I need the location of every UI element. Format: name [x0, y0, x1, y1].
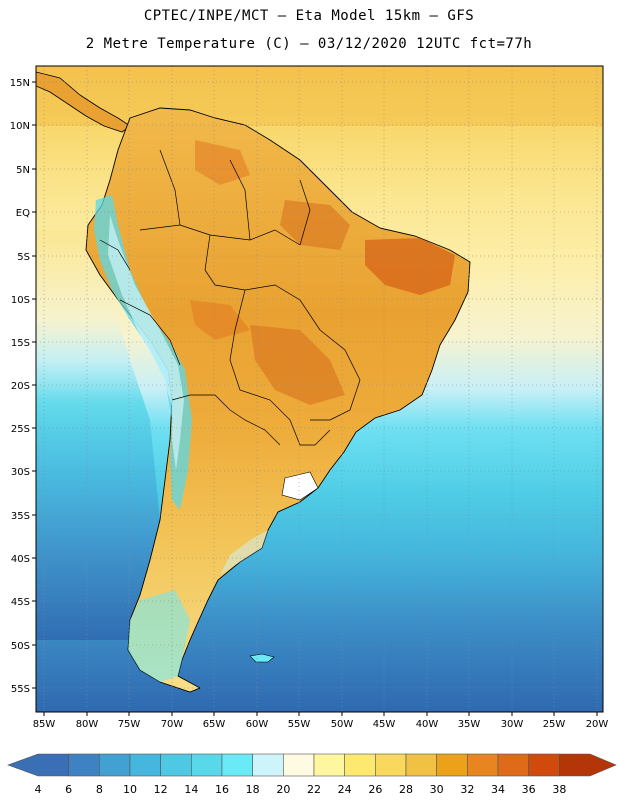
- colorbar-label: 12: [154, 783, 168, 796]
- colorbar-label: 8: [96, 783, 103, 796]
- lat-label-eq: EQ: [16, 208, 30, 219]
- colorbar-label: 22: [307, 783, 321, 796]
- lat-label-10n: 10N: [10, 121, 30, 132]
- colorbar-label: 14: [184, 783, 198, 796]
- temperature-map: 15N 10N 5N EQ 5S 10S 15S 20S 25S 30S 35S…: [10, 65, 609, 730]
- lon-label-20w: 20W: [586, 719, 609, 730]
- colorbar-label: 26: [368, 783, 382, 796]
- caribbean-field: [36, 66, 603, 126]
- lat-label-5n: 5N: [16, 165, 30, 176]
- lon-label-80w: 80W: [76, 719, 99, 730]
- lat-label-45s: 45S: [11, 597, 30, 608]
- lagoon: [281, 471, 319, 501]
- colorbar-arrow-high: [559, 753, 617, 777]
- hot-region-amazon: [280, 200, 350, 250]
- map-subtitle: 2 Metre Temperature (C) – 03/12/2020 12U…: [85, 36, 533, 52]
- lat-label-15s: 15S: [11, 338, 30, 349]
- colorbar-label: 34: [491, 783, 505, 796]
- lon-label-55w: 55W: [288, 719, 311, 730]
- lon-label-30w: 30W: [501, 719, 524, 730]
- lat-label-40s: 40S: [11, 554, 30, 565]
- lat-label-5s: 5S: [17, 252, 30, 263]
- colorbar-swatches: [7, 753, 617, 777]
- colorbar-arrow-low: [7, 753, 69, 777]
- colorbar-swatch: [405, 753, 437, 777]
- pacific-ocean-field: [36, 230, 160, 640]
- colorbar-label: 20: [276, 783, 290, 796]
- colorbar-swatch: [221, 753, 253, 777]
- colorbar-label: 32: [460, 783, 474, 796]
- lat-label-30s: 30S: [11, 467, 30, 478]
- colorbar-swatch: [344, 753, 376, 777]
- colorbar-labels: 4 6 8 10 12 14 16 18 20 22 24 26 28 30 32 34 36 38: [35, 783, 567, 796]
- colorbar-swatch: [68, 753, 100, 777]
- colorbar-swatch: [191, 753, 223, 777]
- map-title: CPTEC/INPE/MCT – Eta Model 15km – GFS: [143, 8, 475, 24]
- colorbar-swatch: [497, 753, 529, 777]
- map-frame: [35, 65, 604, 713]
- colorbar-swatch: [436, 753, 468, 777]
- colorbar-label: 30: [430, 783, 444, 796]
- colorbar-swatch: [375, 753, 407, 777]
- colorbar-label: 24: [338, 783, 352, 796]
- lon-label-40w: 40W: [416, 719, 439, 730]
- lon-label-75w: 75W: [118, 719, 141, 730]
- colorbar-label: 36: [522, 783, 536, 796]
- lon-label-35w: 35W: [458, 719, 481, 730]
- colorbar-swatch: [252, 753, 284, 777]
- hot-region-central: [250, 325, 345, 405]
- lon-label-60w: 60W: [246, 719, 269, 730]
- colorbar-label: 38: [552, 783, 566, 796]
- hot-region-north: [195, 140, 250, 185]
- lon-label-25w: 25W: [543, 719, 566, 730]
- colorbar-label: 10: [123, 783, 137, 796]
- coast-cool: [220, 530, 268, 575]
- lat-label-55s: 55S: [11, 684, 30, 695]
- colorbar-swatch: [129, 753, 161, 777]
- lon-label-70w: 70W: [161, 719, 184, 730]
- patagonia-cool: [128, 590, 190, 682]
- lat-label-20s: 20S: [11, 381, 30, 392]
- colorbar-swatch: [283, 753, 315, 777]
- colorbar-label: 28: [399, 783, 413, 796]
- central-america: [36, 71, 131, 133]
- hot-region-northeast: [365, 238, 455, 295]
- colorbar-swatch: [528, 753, 560, 777]
- lat-label-10s: 10S: [11, 295, 30, 306]
- lat-label-25s: 25S: [11, 424, 30, 435]
- colorbar-swatch: [467, 753, 499, 777]
- colorbar: 4 6 8 10 12 14 16 18 20 22 24 26 28 30 32 34 36 38: [7, 753, 617, 796]
- colorbar-label: 6: [65, 783, 72, 796]
- colorbar-swatch: [160, 753, 192, 777]
- lon-label-50w: 50W: [331, 719, 354, 730]
- axis-ticks: [32, 81, 598, 716]
- andes-cold-core: [108, 215, 184, 470]
- colorbar-swatch: [99, 753, 131, 777]
- colorbar-label: 16: [215, 783, 229, 796]
- graticule: [36, 66, 603, 712]
- lon-label-65w: 65W: [203, 719, 226, 730]
- colorbar-label: 18: [246, 783, 260, 796]
- falkland-islands: [249, 653, 275, 663]
- country-borders: [99, 149, 361, 446]
- lon-label-85w: 85W: [33, 719, 56, 730]
- colorbar-label: 4: [35, 783, 42, 796]
- lon-label-45w: 45W: [373, 719, 396, 730]
- lat-label-50s: 50S: [11, 641, 30, 652]
- colorbar-swatch: [313, 753, 345, 777]
- lat-label-15n: 15N: [10, 78, 30, 89]
- lat-label-35s: 35S: [11, 511, 30, 522]
